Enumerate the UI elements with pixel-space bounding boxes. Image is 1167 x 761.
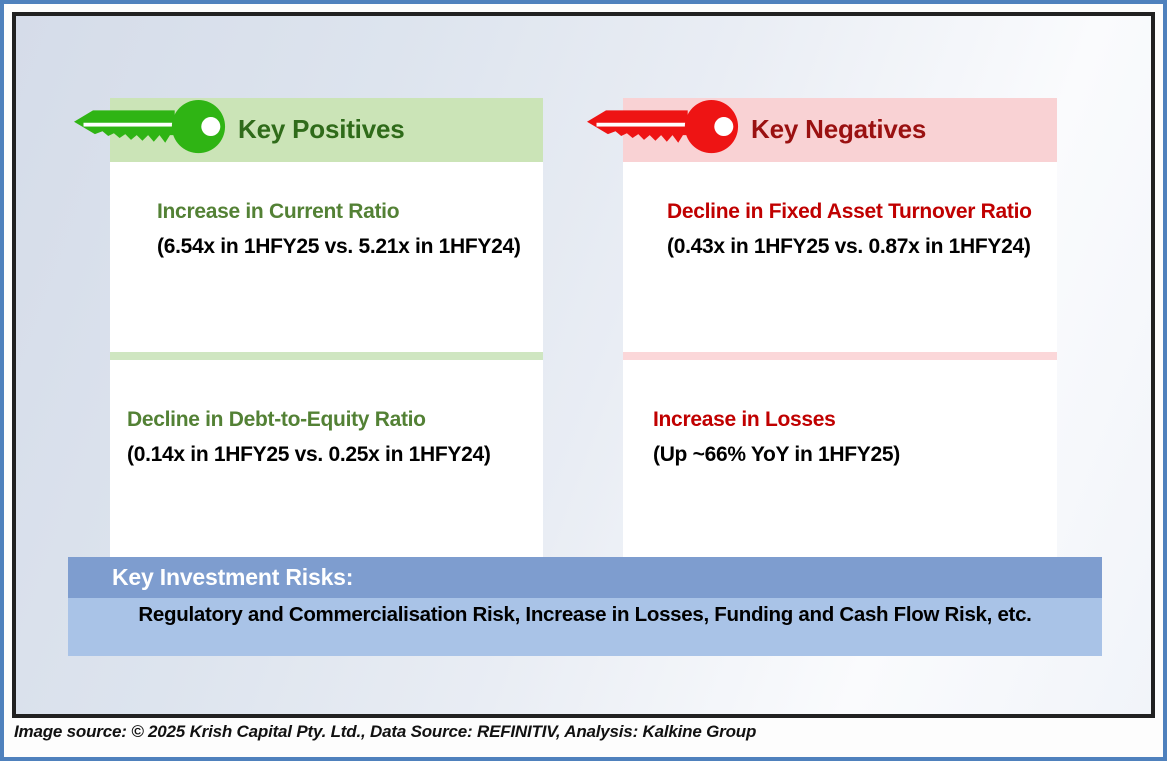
positive-item-card-1: Increase in Current Ratio (6.54x in 1HFY… — [110, 162, 543, 352]
negative-item-title: Increase in Losses — [653, 408, 836, 431]
key-icon — [74, 99, 226, 154]
positives-title: Key Positives — [238, 114, 405, 144]
negatives-divider — [623, 352, 1057, 360]
positive-item-title: Decline in Debt-to-Equity Ratio — [127, 408, 426, 431]
negatives-title: Key Negatives — [751, 114, 927, 144]
positives-divider — [110, 352, 543, 360]
risks-banner-title: Key Investment Risks: — [68, 557, 1102, 598]
negative-item-detail: (Up ~66% YoY in 1HFY25) — [653, 443, 900, 466]
negative-item-title: Decline in Fixed Asset Turnover Ratio — [667, 200, 1032, 223]
positive-item-detail: (0.14x in 1HFY25 vs. 0.25x in 1HFY24) — [127, 443, 491, 466]
key-icon — [587, 99, 739, 154]
negative-item-detail: (0.43x in 1HFY25 vs. 0.87x in 1HFY24) — [667, 235, 1031, 258]
positives-header-band: Key Positives — [74, 98, 543, 162]
positive-item-title: Increase in Current Ratio — [157, 200, 400, 223]
negative-item-card-1: Decline in Fixed Asset Turnover Ratio (0… — [623, 162, 1057, 352]
positive-item-detail: (6.54x in 1HFY25 vs. 5.21x in 1HFY24) — [157, 235, 521, 258]
positive-item-card-2: Decline in Debt-to-Equity Ratio (0.14x i… — [110, 360, 543, 557]
risks-banner-text: Regulatory and Commercialisation Risk, I… — [68, 598, 1102, 656]
risks-banner: Key Investment Risks: Regulatory and Com… — [68, 557, 1102, 656]
negative-item-card-2: Increase in Losses (Up ~66% YoY in 1HFY2… — [623, 360, 1057, 557]
footer-attribution: Image source: © 2025 Krish Capital Pty. … — [14, 722, 757, 741]
content-panel: Key Positives Increase in Current Ratio … — [12, 12, 1155, 718]
negatives-header-band: Key Negatives — [587, 98, 1057, 162]
